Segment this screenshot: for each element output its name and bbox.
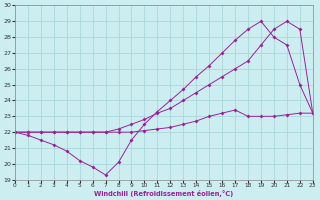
X-axis label: Windchill (Refroidissement éolien,°C): Windchill (Refroidissement éolien,°C) bbox=[94, 190, 234, 197]
